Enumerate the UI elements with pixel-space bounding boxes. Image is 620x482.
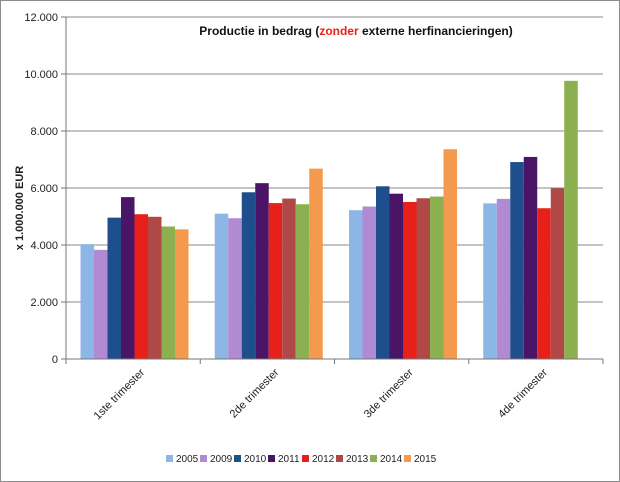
bar-2014-3 <box>430 196 444 359</box>
legend-swatch-2012 <box>302 455 309 462</box>
x-category-label: 1ste trimester <box>92 366 148 422</box>
x-category-label: 4de trimester <box>496 366 550 420</box>
legend-label-2011: 2011 <box>278 454 300 465</box>
chart-title-part: externe herfinancieringen) <box>359 24 513 38</box>
bar-2010-2 <box>241 192 256 359</box>
legend-swatch-2005 <box>166 455 173 462</box>
legend-label-2009: 2009 <box>210 454 233 465</box>
y-tick-label: 8.000 <box>30 126 58 138</box>
bar-2014-1 <box>161 226 175 359</box>
bar-2011-1 <box>121 197 135 359</box>
legend-label-2010: 2010 <box>244 454 267 465</box>
chart-title-part: zonder <box>319 24 359 38</box>
bar-2013-3 <box>416 198 430 359</box>
bar-2011-4 <box>523 156 538 359</box>
legend-swatch-2010 <box>234 455 241 462</box>
bar-2005-1 <box>80 244 94 359</box>
y-tick-label: 2.000 <box>30 297 58 309</box>
y-tick-label: 10.000 <box>24 69 58 81</box>
bar-2012-3 <box>403 201 417 359</box>
chart-title: Productie in bedrag (zonder externe herf… <box>199 24 512 38</box>
bar-2013-4 <box>550 188 565 359</box>
bar-2012-2 <box>268 203 283 359</box>
axes <box>65 17 604 364</box>
bar-2014-4 <box>564 80 578 359</box>
y-tick-label: 12.000 <box>24 12 58 24</box>
x-axis-categories: 1ste trimester 2de trimester 3de trimester… <box>92 366 551 422</box>
bar-2014-2 <box>295 204 310 359</box>
bar-2005-2 <box>214 213 229 359</box>
bar-2013-2 <box>282 198 296 359</box>
bar-2012-4 <box>537 208 551 359</box>
legend-label-2014: 2014 <box>380 454 403 465</box>
legend-swatch-2011 <box>268 455 275 462</box>
legend-swatch-2013 <box>336 455 343 462</box>
chart-title-part: Productie in bedrag ( <box>199 24 319 38</box>
legend-label-2015: 2015 <box>414 454 437 465</box>
x-category-label: 2de trimester <box>228 366 282 420</box>
bar-2005-3 <box>349 210 363 359</box>
bar-2015-2 <box>309 168 323 359</box>
legend-swatch-2014 <box>370 455 377 462</box>
bar-2010-4 <box>510 162 524 359</box>
bar-2009-1 <box>94 249 108 359</box>
y-tick-label: 4.000 <box>30 240 58 252</box>
bar-2012-1 <box>134 214 148 359</box>
x-category-label: 3de trimester <box>362 366 416 420</box>
bar-2009-4 <box>496 198 511 359</box>
y-axis-label: x 1.000.000 EUR <box>14 166 26 250</box>
bar-2011-3 <box>389 193 403 359</box>
legend-swatch-2015 <box>404 455 411 462</box>
legend-label-2005: 2005 <box>176 454 199 465</box>
bar-2005-4 <box>483 203 497 359</box>
bar-2013-1 <box>148 216 162 359</box>
legend-label-2012: 2012 <box>312 454 335 465</box>
y-tick-label: 0 <box>52 354 58 366</box>
y-tick-label: 6.000 <box>30 183 58 195</box>
bar-2010-1 <box>107 217 121 359</box>
bar-2010-3 <box>376 186 390 359</box>
bar-2015-3 <box>443 149 457 359</box>
bars <box>80 80 578 359</box>
bar-2011-2 <box>255 183 269 359</box>
legend-swatch-2009 <box>200 455 207 462</box>
bar-2009-2 <box>228 218 242 359</box>
bar-2015-1 <box>175 229 189 359</box>
y-axis-ticks: 0 2.000 4.000 6.000 8.000 10.000 12.000 <box>24 12 66 366</box>
legend: 2005 2009 2010 2011 2012 2013 2014 2015 <box>166 454 437 465</box>
bar-2009-3 <box>362 206 376 359</box>
legend-label-2013: 2013 <box>346 454 369 465</box>
